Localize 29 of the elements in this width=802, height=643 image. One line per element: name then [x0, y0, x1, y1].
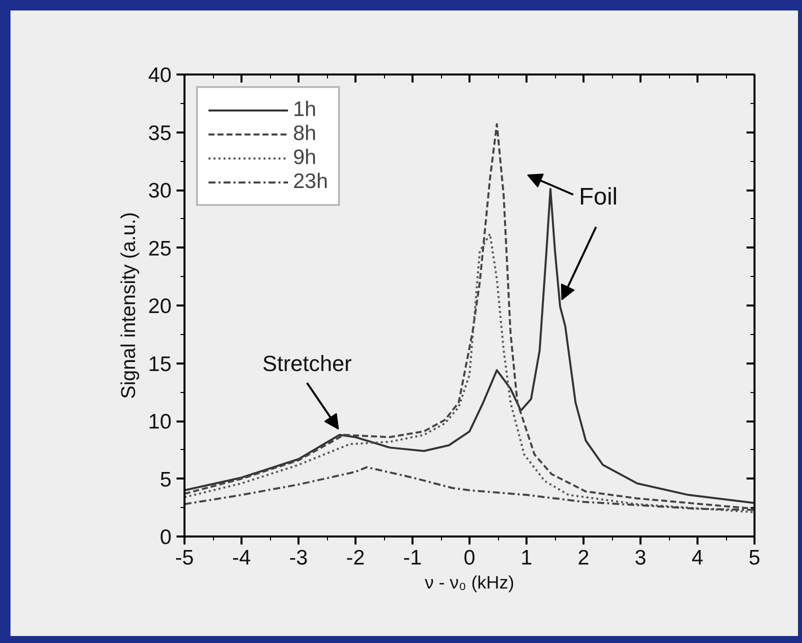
- legend-label: 8h: [293, 122, 316, 146]
- x-tick-label: 4: [692, 546, 704, 570]
- x-tick-label: 5: [748, 546, 760, 570]
- x-tick-label: 3: [634, 546, 646, 570]
- line-series: [184, 188, 754, 504]
- annotation: Stretcher: [262, 350, 352, 376]
- x-axis-title: ν - ν₀ (kHz): [424, 572, 514, 592]
- x-tick-label: -4: [232, 546, 252, 570]
- y-tick-label: 35: [148, 122, 172, 145]
- y-tick-label: 15: [148, 352, 172, 376]
- y-tick-label: 20: [148, 295, 172, 318]
- legend-label: 23h: [293, 170, 328, 194]
- legend-label: 9h: [293, 146, 316, 170]
- x-tick-label: 0: [464, 546, 476, 570]
- y-tick-label: 25: [148, 237, 172, 260]
- y-tick-label: 30: [148, 180, 172, 202]
- legend-label: 1h: [293, 98, 316, 122]
- y-axis-title: Signal intensity (a.u.): [118, 212, 140, 399]
- y-tick-label: 0: [160, 526, 172, 549]
- x-tick-label: -1: [403, 546, 422, 570]
- x-tick-label: 1: [520, 546, 532, 570]
- y-tick-label: 5: [160, 468, 172, 492]
- y-tick-label: 10: [148, 410, 172, 434]
- annotation: Foil: [578, 183, 618, 210]
- x-tick-label: -3: [289, 546, 308, 570]
- x-tick-label: -2: [346, 546, 365, 570]
- x-tick-label: -5: [175, 546, 194, 570]
- y-tick-label: 40: [148, 64, 172, 87]
- x-tick-label: 2: [578, 546, 590, 570]
